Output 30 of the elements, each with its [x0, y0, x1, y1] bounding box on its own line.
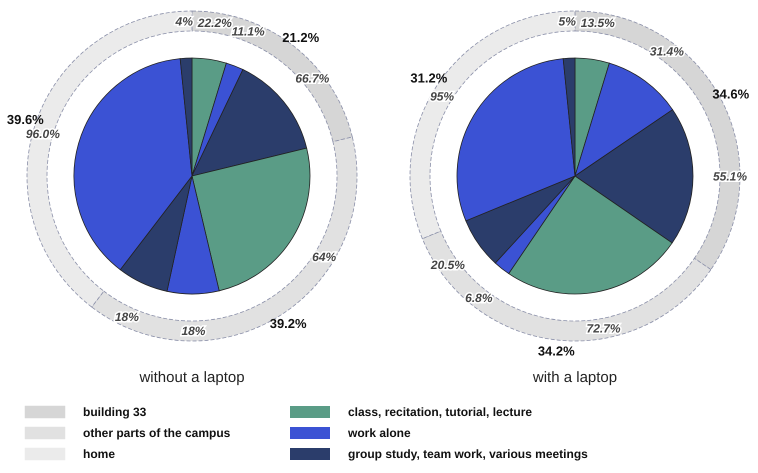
legend-label: class, recitation, tutorial, lecture [348, 405, 532, 420]
data-label: 39.2% [270, 316, 308, 331]
text: 5% [558, 14, 576, 28]
text: 66.7% [295, 72, 330, 86]
text: with a laptop [532, 369, 618, 386]
text: 22.2% [196, 16, 232, 30]
text: 4% [174, 14, 194, 28]
legend-label: work alone [347, 426, 412, 440]
text: 18% [181, 324, 206, 338]
text: 20.5% [430, 258, 466, 272]
text: 96.0% [26, 126, 60, 141]
text: 55.1% [712, 170, 748, 184]
legend-label: building 33 [83, 405, 147, 420]
text: 11.1% [232, 24, 266, 39]
text: 72.7% [586, 322, 621, 336]
text: 64% [312, 250, 336, 264]
text: 13.5% [580, 16, 616, 30]
data-label: 34.6% [712, 86, 750, 102]
text: without a laptop [138, 369, 245, 386]
data-label: 21.2% [282, 30, 320, 46]
text: 6.8% [465, 290, 493, 305]
text: 18% [114, 310, 140, 324]
text: 31.4% [650, 44, 684, 58]
data-label: 31.2% [410, 70, 448, 86]
legend-label: other parts of the campus [83, 426, 231, 440]
legend-label: home [83, 447, 116, 462]
data-label: 39.6% [6, 112, 44, 128]
text: 95% [430, 89, 454, 104]
legend-label: group study, team work, various meetings [348, 447, 588, 462]
data-label: 34.2% [538, 344, 576, 359]
